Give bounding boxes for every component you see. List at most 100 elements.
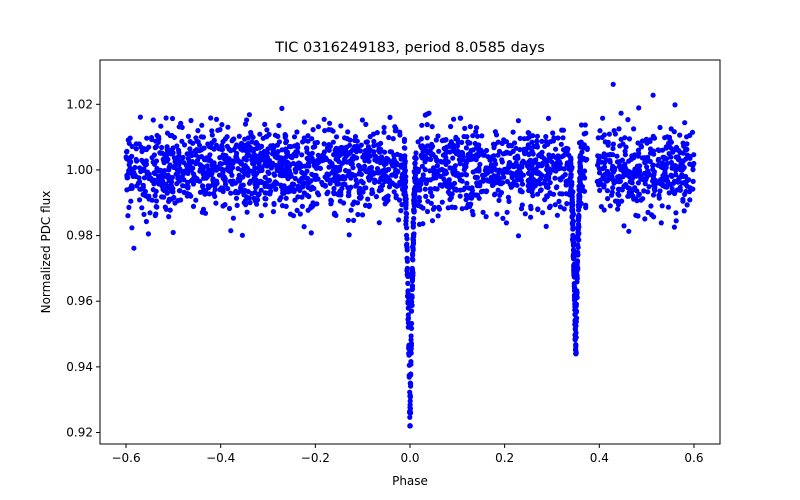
data-point xyxy=(308,230,314,236)
data-point xyxy=(434,168,440,174)
data-point xyxy=(407,408,413,414)
data-point xyxy=(455,148,461,154)
data-point xyxy=(166,167,172,173)
data-point xyxy=(146,144,152,150)
data-point xyxy=(246,195,252,201)
data-point xyxy=(502,150,508,157)
data-point xyxy=(164,144,170,150)
data-point xyxy=(494,211,500,217)
data-point xyxy=(187,150,193,156)
data-point xyxy=(246,112,252,118)
data-point xyxy=(560,147,567,153)
data-point xyxy=(474,183,480,189)
data-point xyxy=(372,179,378,185)
data-point xyxy=(604,188,611,194)
data-point xyxy=(447,196,453,203)
data-point xyxy=(152,212,158,219)
data-point xyxy=(610,177,616,183)
data-point xyxy=(619,198,625,204)
data-point xyxy=(531,170,537,176)
data-point xyxy=(326,147,332,153)
data-point xyxy=(357,166,363,172)
data-point xyxy=(189,177,196,184)
data-point xyxy=(155,177,161,183)
data-point xyxy=(403,210,409,216)
data-point xyxy=(621,223,627,229)
data-point xyxy=(683,147,689,153)
data-point xyxy=(346,232,352,238)
data-point xyxy=(194,148,200,154)
data-point xyxy=(474,133,481,139)
data-point xyxy=(680,196,686,202)
data-point xyxy=(495,139,501,145)
data-point xyxy=(599,181,605,187)
data-point xyxy=(450,148,457,154)
data-point xyxy=(128,198,134,204)
data-point xyxy=(570,242,577,249)
data-point xyxy=(510,148,516,154)
data-point xyxy=(205,183,211,189)
data-point xyxy=(679,180,685,186)
data-point xyxy=(605,196,611,202)
data-point xyxy=(391,152,397,158)
data-point xyxy=(210,176,216,182)
data-point xyxy=(239,167,245,174)
data-point xyxy=(129,225,135,231)
x-tick-label: 0.6 xyxy=(684,451,703,465)
data-point xyxy=(257,131,263,137)
data-point xyxy=(462,125,468,131)
data-point xyxy=(341,200,347,206)
data-point xyxy=(451,171,457,177)
data-point xyxy=(571,251,577,257)
data-point xyxy=(447,142,453,148)
data-point xyxy=(561,206,567,212)
x-tick-label: −0.4 xyxy=(206,451,235,465)
data-point xyxy=(666,190,672,196)
data-point xyxy=(497,175,503,182)
data-point xyxy=(170,189,176,195)
y-tick-label: 1.02 xyxy=(66,97,93,111)
data-point xyxy=(683,156,689,162)
data-point xyxy=(669,165,675,171)
data-point xyxy=(169,115,176,122)
data-point xyxy=(422,186,428,192)
data-point xyxy=(668,172,674,178)
data-point xyxy=(570,247,577,253)
data-point xyxy=(193,135,199,141)
data-point xyxy=(166,214,172,220)
data-point xyxy=(350,156,356,162)
data-point xyxy=(283,149,290,156)
data-point xyxy=(283,154,289,160)
data-point xyxy=(155,139,161,145)
data-point xyxy=(136,141,142,147)
data-point xyxy=(174,143,180,149)
data-point xyxy=(575,265,581,271)
data-point xyxy=(321,141,327,147)
data-point xyxy=(421,145,427,151)
data-point xyxy=(314,139,320,146)
data-point xyxy=(283,203,289,209)
data-point xyxy=(459,206,465,212)
data-point xyxy=(408,308,415,314)
data-point xyxy=(562,172,568,178)
data-point xyxy=(612,131,619,137)
data-point xyxy=(144,169,151,175)
data-point xyxy=(161,194,167,200)
data-point xyxy=(679,163,686,169)
data-point xyxy=(470,133,476,139)
data-point xyxy=(515,173,521,179)
data-point xyxy=(408,325,415,331)
data-point xyxy=(525,135,531,141)
data-point xyxy=(615,191,621,197)
data-point xyxy=(409,265,415,271)
data-point xyxy=(599,134,605,140)
data-point xyxy=(558,141,564,147)
y-axis-title: Normalized PDC flux xyxy=(39,191,53,314)
data-point xyxy=(410,251,416,257)
data-point xyxy=(327,180,333,186)
data-point xyxy=(213,166,219,172)
x-tick-label: 0.4 xyxy=(590,451,609,465)
data-point xyxy=(295,149,301,155)
data-point xyxy=(662,171,668,177)
data-point xyxy=(427,168,433,174)
